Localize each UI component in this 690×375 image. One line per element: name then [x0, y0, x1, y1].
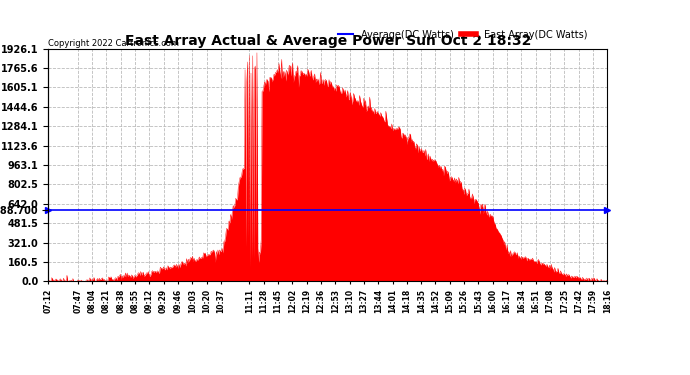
Legend: Average(DC Watts), East Array(DC Watts): Average(DC Watts), East Array(DC Watts)	[335, 26, 591, 44]
Title: East Array Actual & Average Power Sun Oct 2 18:32: East Array Actual & Average Power Sun Oc…	[125, 34, 531, 48]
Text: Copyright 2022 Cartronics.com: Copyright 2022 Cartronics.com	[48, 39, 179, 48]
